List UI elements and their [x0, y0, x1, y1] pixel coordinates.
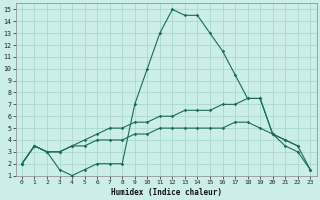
- X-axis label: Humidex (Indice chaleur): Humidex (Indice chaleur): [111, 188, 221, 197]
